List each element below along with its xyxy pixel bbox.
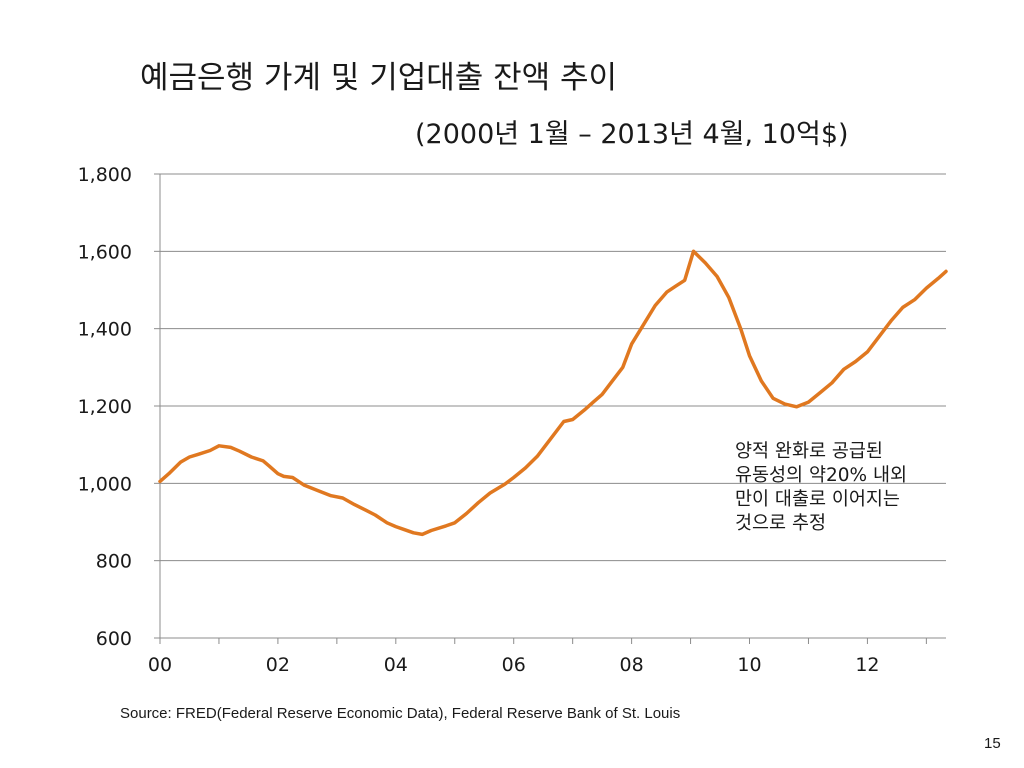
chart-subtitle: (2000년 1월 – 2013년 4월, 10억$) — [415, 119, 849, 150]
annotation-line: 것으로 추정 — [735, 513, 826, 534]
series-line — [158, 249, 948, 537]
annotation-line: 유동성의 약20% 내외 — [735, 465, 908, 486]
y-tick-label: 1,800 — [78, 164, 132, 186]
y-tick-label: 1,400 — [78, 319, 132, 341]
axis-layer — [154, 173, 927, 644]
y-tick-label: 1,200 — [78, 396, 132, 418]
tick-label-layer: 600 800 1,000 1,200 1,400 1,600 1,800 00 02 04 06 0… — [78, 164, 880, 676]
x-tick-label: 10 — [737, 654, 761, 676]
annotation-line: 만이 대출로 이어지는 — [735, 489, 900, 510]
series-layer — [158, 249, 948, 537]
x-tick-label: 02 — [266, 654, 290, 676]
y-tick-label: 1,000 — [78, 473, 132, 495]
x-tick-label: 12 — [855, 654, 879, 676]
y-tick-label: 1,600 — [78, 241, 132, 263]
source-note: Source: FRED(Federal Reserve Economic Da… — [120, 705, 681, 722]
grid-layer — [160, 173, 946, 639]
chart-title: 예금은행 가계 및 기업대출 잔액 추이 — [140, 60, 618, 96]
x-tick-label: 04 — [384, 654, 408, 676]
x-tick-label: 08 — [620, 654, 644, 676]
page-number: 15 — [984, 735, 1001, 752]
annotation-line: 양적 완화로 공급된 — [735, 441, 883, 462]
y-tick-label: 600 — [96, 628, 132, 650]
x-tick-label: 06 — [502, 654, 526, 676]
x-tick-label: 00 — [148, 654, 172, 676]
y-tick-label: 800 — [96, 551, 132, 573]
annotation-note: 양적 완화로 공급된 유동성의 약20% 내외 만이 대출로 이어지는 것으로 … — [735, 440, 1005, 536]
